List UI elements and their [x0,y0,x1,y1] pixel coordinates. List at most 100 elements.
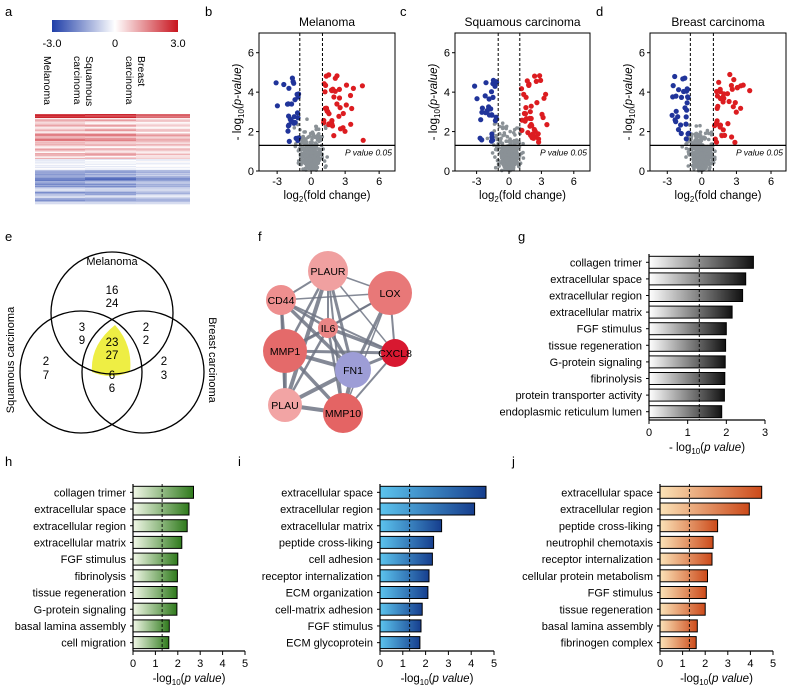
volcano-point-up [541,95,547,101]
venn-mb-up: 2 [143,322,149,334]
volcano-point-ns [510,161,515,165]
volcano-ytick-label: 2 [248,127,254,139]
volcano-point-ns [697,138,701,143]
volcano-point-ns [691,156,696,160]
volcano-point-ns [504,124,509,129]
heatmap-cell [35,126,85,128]
volcano-point-up [530,131,536,137]
heatmap-cell [136,194,190,196]
volcano-point-ns [512,138,516,143]
volcano-point-ns [498,131,502,136]
heatmap-cell [85,201,136,203]
bar-j [659,519,719,533]
bar-category-label: receptor internalization [542,554,653,566]
bar-i [379,485,487,499]
bar-xtick-label: 1 [152,658,158,670]
volcano-point-ns [507,152,511,157]
heatmap-cell [136,116,190,118]
bar-i [379,552,433,566]
bar-xtick-label: 3 [762,427,768,439]
heatmap-cell [85,178,136,180]
heatmap-cell [85,165,136,167]
bar-category-label: FGF stimulus [308,621,374,633]
bar-j [659,535,714,549]
bar-h [132,569,178,583]
bar-i [379,535,435,549]
heatmap-cell [35,122,85,124]
volcano-frame [649,32,787,172]
heatmap-cell [85,174,136,176]
heatmap-cell [136,192,190,194]
volcano-point-up [524,78,530,84]
bar-h [132,552,179,566]
volcano-point-ns [303,159,308,164]
heatmap-col-label-melanoma: Melanoma [41,56,53,105]
volcano-points [472,73,550,173]
volcano-point-ns [505,134,510,139]
heatmap-cell [35,140,85,142]
heatmap-cell [136,202,190,204]
heatmap-cell [136,123,190,125]
heatmap-cell [136,185,190,187]
heatmap-cell [85,202,136,204]
network-node-lox: LOX [368,271,412,315]
heatmap-cell [136,162,190,164]
heatmap-cell [85,148,136,150]
heatmap-cell [35,157,85,159]
heatmap-cell [35,143,85,145]
volcano-point-up [323,82,329,88]
volcano-point-ns [705,157,709,161]
volcano-point-ns [301,146,306,150]
heatmap-cell [35,184,85,186]
volcano-point-up [342,128,348,134]
volcano-point-ns [502,162,506,167]
volcano-point-down [673,93,679,99]
heatmap-cell [35,193,85,195]
heatmap-cell [136,160,190,162]
volcano-point-ns [706,131,711,136]
bar-j [659,586,707,599]
volcano-point-ns [709,162,713,166]
volcano-point-up [331,133,337,139]
heatmap-cell [136,179,190,181]
volcano-point-down [676,87,682,93]
heatmap-cell [85,168,136,170]
volcano-point-ns [318,150,323,155]
volcano-point-ns [501,133,505,138]
heatmap-cell [85,189,136,191]
network-node-label: PLAU [271,400,298,412]
volcano-point-up [731,77,737,83]
volcano-xtick-label: 3 [538,176,544,188]
heatmap-cell [136,178,190,180]
heatmap-cell [85,196,136,198]
volcano-point-ns [499,152,504,157]
heatmap-cell [85,200,136,202]
heatmap-cell [85,175,136,177]
heatmap-cell [35,192,85,194]
heatmap-cell [136,164,190,166]
volcano-point-down [286,85,292,91]
volcano-point-up [332,88,338,94]
volcano-point-ns [698,166,703,171]
heatmap-cell [136,187,190,189]
heatmap-cell [35,148,85,150]
volcano-ytick-label: 0 [444,166,450,178]
heatmap-cell [35,191,85,193]
volcano-point-up [528,103,534,109]
volcano-point-ns [322,159,327,163]
heatmap-cell [35,119,85,121]
heatmap-cell [35,174,85,176]
heatmap-cell [136,154,190,156]
heatmap-cell [35,117,85,119]
bar-j [659,552,713,566]
volcano-point-down [472,83,478,89]
heatmap-cell [85,139,136,141]
volcano-point-ns [703,136,708,140]
heatmap-cell [136,199,190,201]
heatmap-cell [35,116,85,118]
volcano-point-ns [511,165,516,170]
volcano-point-ns [303,154,307,159]
heatmap-cell [136,150,190,152]
heatmap-cell [35,171,85,173]
heatmap-cell [136,146,190,148]
